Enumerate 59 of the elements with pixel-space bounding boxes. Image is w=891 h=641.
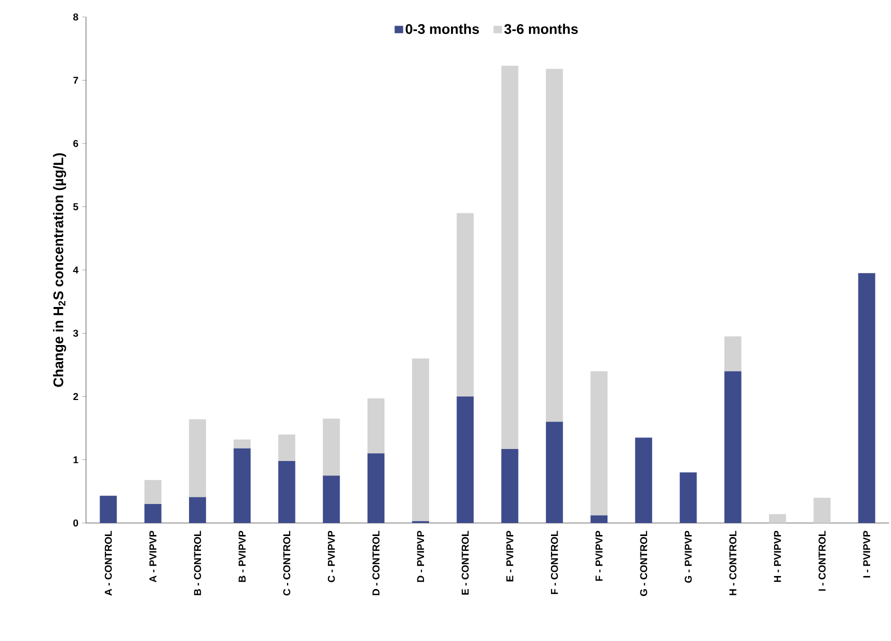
bar — [144, 504, 162, 523]
bar — [680, 472, 697, 523]
bar — [367, 398, 384, 454]
bar — [189, 497, 206, 523]
x-tick-label: D - PVIPVP — [417, 530, 424, 582]
bar — [724, 336, 742, 372]
x-tick-label: E - PVIPVP — [506, 530, 514, 582]
y-axis-title: Change in H$_{2}$S concentration (µg/L) — [53, 153, 66, 387]
x-tick-label: F - PVIPVP — [596, 530, 602, 581]
x-tick-label: I - CONTROL — [818, 530, 826, 591]
y-tick-label: 1 — [74, 456, 78, 464]
bar — [590, 515, 608, 523]
y-tick-label: 2 — [73, 393, 78, 400]
bar — [546, 68, 563, 422]
x-tick-label: E - CONTROL — [462, 530, 469, 595]
x-tick-label: A - CONTROL — [104, 530, 112, 596]
x-tick-label: G - CONTROL — [640, 530, 648, 596]
y-tick-label: 8 — [73, 13, 78, 21]
y-tick-label: 7 — [73, 76, 78, 84]
bar — [724, 371, 742, 523]
bar — [456, 213, 474, 396]
bar — [100, 496, 117, 523]
bar — [144, 480, 162, 504]
bar — [501, 66, 518, 449]
bar — [814, 498, 831, 523]
bar — [590, 371, 608, 516]
bar — [768, 514, 786, 523]
bar — [322, 418, 340, 476]
y-tick-label: 6 — [73, 140, 78, 148]
x-tick-label: C - CONTROL — [283, 530, 290, 596]
y-tick-label: 4 — [73, 266, 78, 274]
bar — [234, 440, 251, 448]
x-tick-label: B - PVIPVP — [238, 530, 246, 582]
bar — [234, 448, 251, 523]
x-tick-label: A - PVIPVP — [149, 530, 156, 582]
bar — [278, 461, 296, 523]
bar — [189, 419, 206, 498]
bar — [322, 476, 340, 523]
x-tick-label: B - CONTROL — [194, 530, 202, 596]
x-tick-label: H - CONTROL — [729, 530, 736, 596]
bar — [278, 434, 296, 462]
x-tick-label: H - PVIPVP — [774, 530, 781, 582]
bar — [635, 438, 652, 523]
x-tick-label: C - PVIPVP — [328, 530, 335, 582]
y-tick-label: 0 — [73, 519, 78, 527]
bar — [858, 273, 876, 523]
legend-label: 0-3 months — [406, 24, 479, 34]
bar — [367, 453, 384, 523]
legend-label: 3-6 months — [504, 24, 578, 34]
bar — [412, 358, 430, 522]
y-tick-label: 3 — [73, 330, 78, 337]
bar — [501, 449, 518, 523]
y-tick-label: 5 — [73, 203, 78, 210]
bar — [546, 422, 563, 523]
x-tick-label: I - PVIPVP — [863, 530, 870, 578]
bar — [456, 396, 474, 523]
x-tick-label: G - PVIPVP — [684, 530, 692, 583]
x-tick-label: F - CONTROL — [550, 530, 558, 594]
x-tick-label: D - CONTROL — [372, 530, 380, 596]
